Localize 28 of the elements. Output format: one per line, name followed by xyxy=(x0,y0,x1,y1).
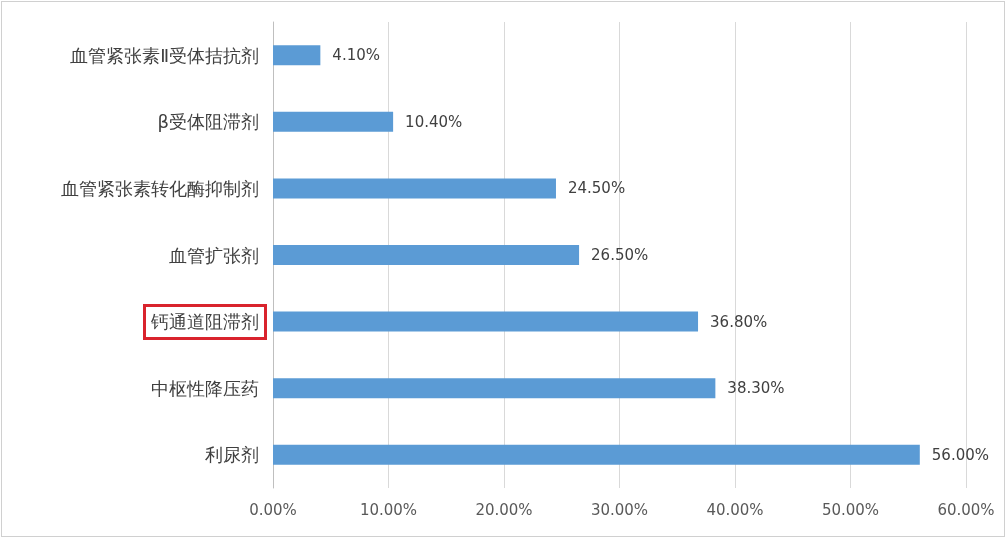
data-label: 4.10% xyxy=(332,46,381,65)
x-tick-label: 0.00% xyxy=(249,500,297,519)
x-tick-label: 50.00% xyxy=(821,500,880,519)
bar xyxy=(273,444,920,465)
y-tick-label: 血管紧张素转化酶抑制剂 xyxy=(61,177,259,199)
data-label: 10.40% xyxy=(405,112,463,131)
bar xyxy=(273,311,699,332)
y-tick-label: 血管扩张剂 xyxy=(169,244,259,266)
data-label: 36.80% xyxy=(710,312,768,331)
bar xyxy=(273,378,716,399)
y-tick-label: 利尿剂 xyxy=(205,444,259,466)
bar xyxy=(273,178,556,199)
bar xyxy=(273,45,321,66)
x-tick-label: 20.00% xyxy=(475,500,533,519)
bar xyxy=(273,245,580,265)
y-tick-label: β受体阻滞剂 xyxy=(157,111,259,133)
x-tick-label: 60.00% xyxy=(937,500,995,519)
bar xyxy=(273,111,394,132)
x-tick-label: 10.00% xyxy=(359,500,418,519)
y-tick-label: 钙通道阻滞剂 xyxy=(150,311,259,333)
data-label: 26.50% xyxy=(591,246,649,264)
y-tick-label: 血管紧张素Ⅱ受体拮抗剂 xyxy=(70,44,259,66)
data-label: 56.00% xyxy=(931,445,989,464)
data-label: 38.30% xyxy=(727,379,785,398)
x-tick-label: 30.00% xyxy=(590,500,649,519)
data-label: 24.50% xyxy=(567,179,626,198)
y-tick-label: 中枢性降压药 xyxy=(151,377,259,399)
x-tick-label: 40.00% xyxy=(706,500,764,519)
